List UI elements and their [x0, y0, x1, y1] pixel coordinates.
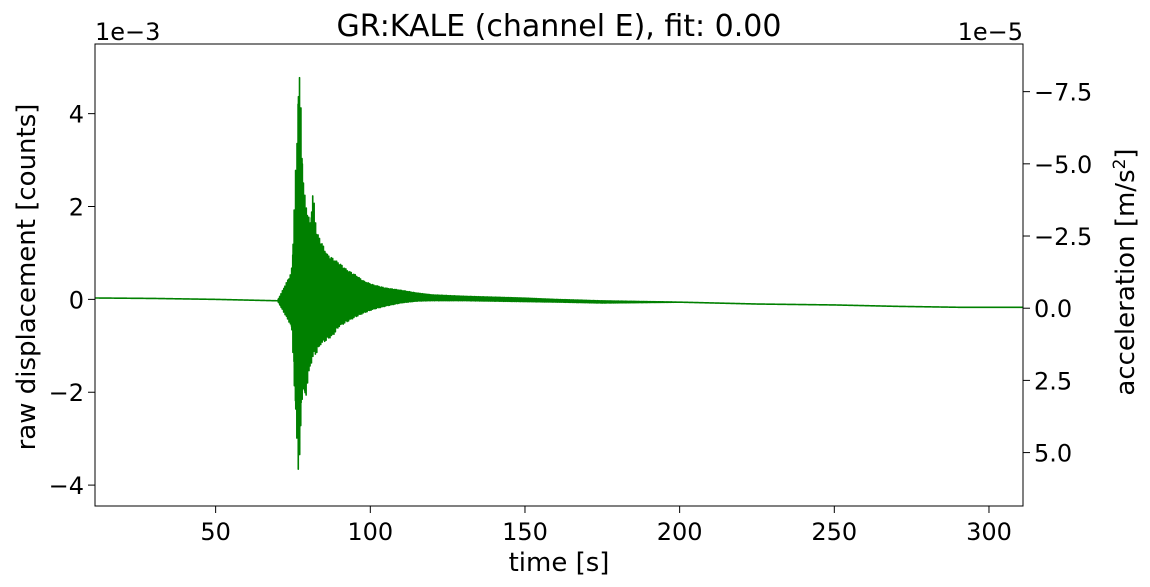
y-tick-label: −2	[49, 379, 84, 407]
x-tick-label: 100	[347, 518, 393, 546]
y2-tick-label: 5.0	[1034, 440, 1072, 468]
y2-axis-label-end: ]	[1111, 148, 1141, 158]
x-tick-label: 300	[966, 518, 1012, 546]
series-layer	[94, 76, 1024, 470]
y2-tick-label: 2.5	[1034, 367, 1072, 395]
y2-axis-label: acceleration [m/s2]	[1110, 148, 1141, 395]
plot-area	[94, 76, 1024, 470]
y-tick-label: 0	[69, 286, 84, 314]
y2-tick-label: 0.0	[1034, 295, 1072, 323]
x-tick-label: 200	[657, 518, 703, 546]
y2-axis-multiplier: 1e−5	[958, 18, 1023, 46]
x-tick-label: 250	[811, 518, 857, 546]
x-tick-label: 50	[200, 518, 231, 546]
x-axis-label: time [s]	[509, 548, 610, 578]
axes-frame	[94, 43, 1024, 507]
y2-axis-label-superscript: 2	[1110, 159, 1130, 170]
y2-tick-label: −5.0	[1034, 151, 1092, 179]
x-tick-label: 150	[502, 518, 548, 546]
x-axis-ticks: 50 100 150 200 250 300	[200, 506, 1012, 546]
y2-tick-label: −2.5	[1034, 223, 1092, 251]
series-line	[94, 76, 1024, 470]
y-tick-label: 4	[69, 101, 84, 129]
y2-tick-label: −7.5	[1034, 79, 1092, 107]
y-tick-label: 2	[69, 194, 84, 222]
y-tick-label: −4	[49, 472, 84, 500]
y-axis-label: raw displacement [counts]	[12, 104, 42, 451]
y2-axis-ticks: −7.5 −5.0 −2.5 0.0 2.5 5.0	[1023, 79, 1092, 468]
y-axis-ticks: −4 −2 0 2 4	[49, 101, 95, 500]
y2-axis-label-main: acceleration [m/s	[1111, 169, 1141, 395]
y-axis-multiplier: 1e−3	[95, 18, 160, 46]
chart-title: GR:KALE (channel E), fit: 0.00	[337, 9, 782, 44]
